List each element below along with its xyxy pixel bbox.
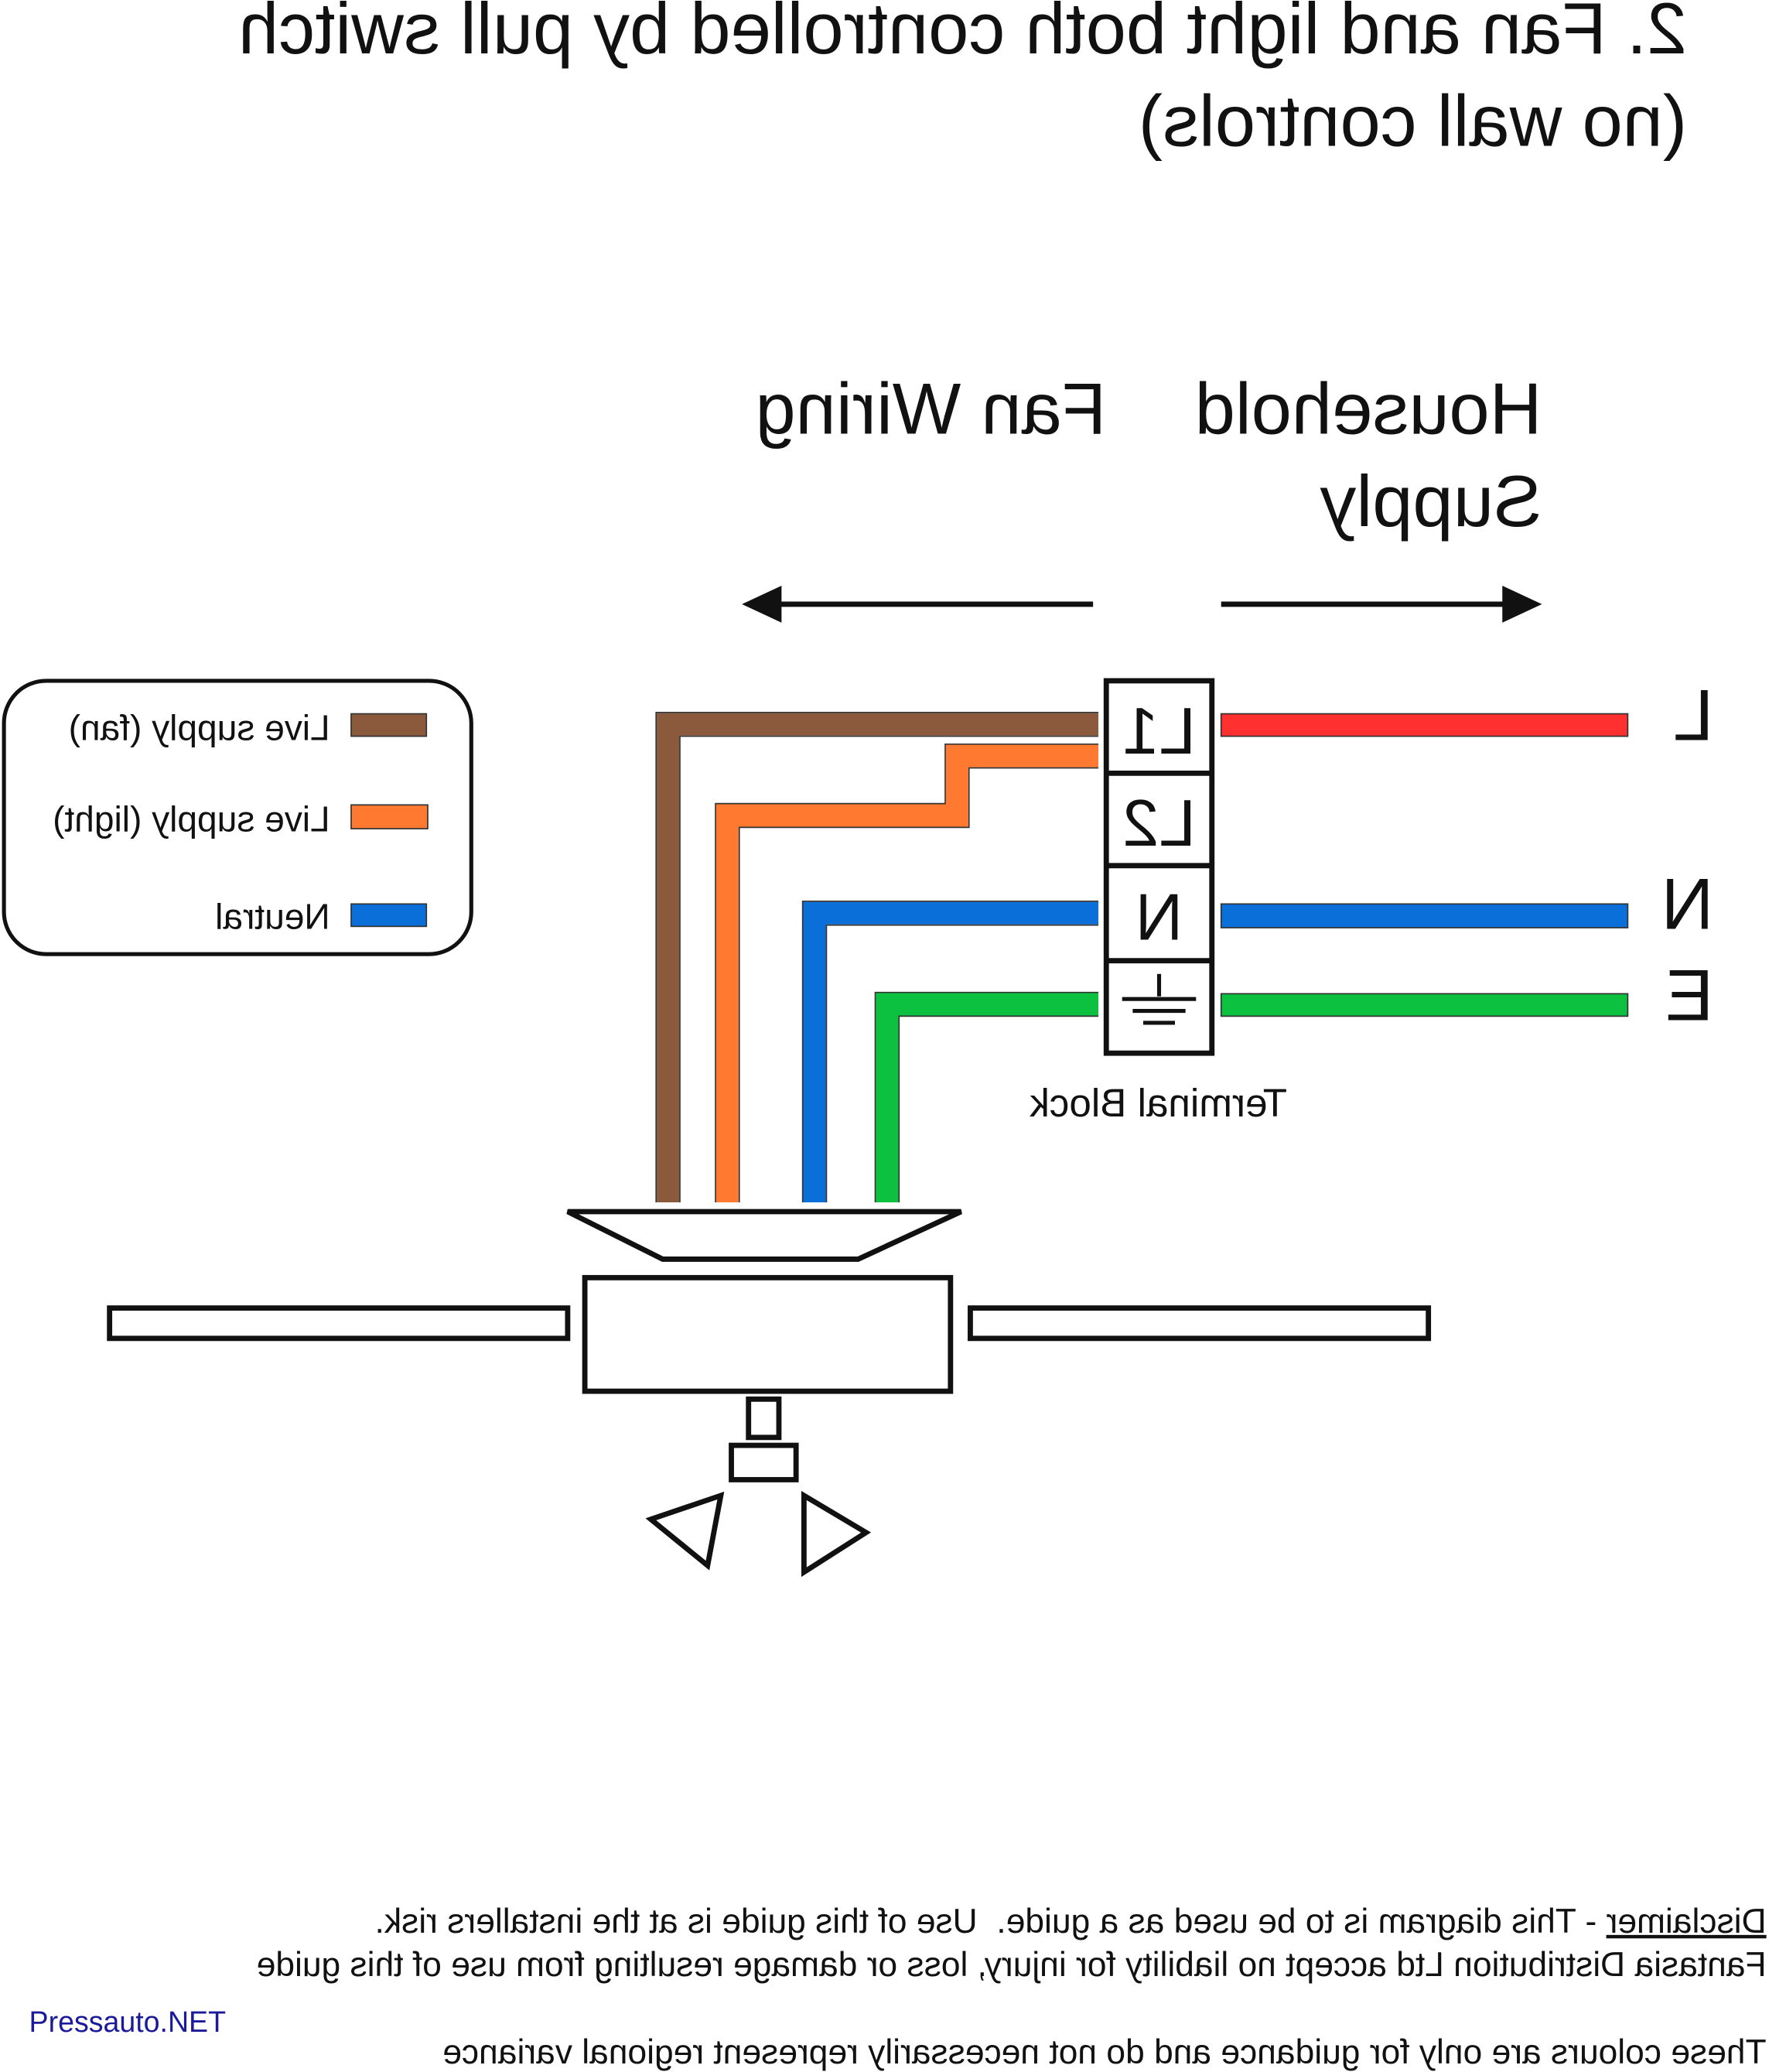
legend-swatch-fan (350, 713, 428, 737)
terminal-block: L1 L2 N (1103, 678, 1215, 1056)
terminal-l1: L1 (1122, 695, 1196, 768)
title-line2: (no wall controls) (1139, 80, 1687, 162)
legend-swatch-light (350, 804, 429, 829)
wire-fan-live (657, 713, 1098, 1203)
terminal-n: N (1136, 880, 1183, 954)
supply-label-n: N (1661, 863, 1714, 945)
disclaimer-line2: Fantasia Distribution Ltd accept no liab… (257, 1946, 1767, 1984)
ceiling-fan-icon (107, 1209, 1432, 1578)
fan-wiring-heading: Fan Wiring (755, 368, 1106, 450)
legend-label-neutral: Neutral (215, 897, 330, 937)
wire-earth-fan (876, 993, 1098, 1203)
terminal-block-label: Terminal Block (1030, 1081, 1287, 1125)
wire-supply-live (1220, 713, 1629, 737)
arrow-right-icon (1221, 586, 1542, 623)
household-supply-heading-2: Supply (1320, 460, 1542, 542)
disclaimer-word: Disclaimer (1606, 1903, 1766, 1940)
legend-label-fan: Live supply (fan) (69, 708, 330, 748)
terminal-l2: L2 (1122, 787, 1196, 860)
fan-blade-right (968, 1305, 1432, 1342)
earth-ground-icon (1122, 973, 1197, 1025)
disclaimer-line1: Disclaimer - This diagram is to be used … (375, 1903, 1767, 1940)
fan-light-fitting (729, 1442, 799, 1482)
legend-swatch-neutral (350, 903, 428, 928)
legend-label-light: Live supply (light) (53, 798, 330, 839)
fan-body (582, 1274, 954, 1394)
supply-label-e: E (1665, 955, 1714, 1036)
fan-light-left (645, 1491, 725, 1571)
fan-canopy (566, 1209, 962, 1262)
fan-blade-left (107, 1305, 571, 1342)
title-line1: 2. Fan and light both controlled by pull… (238, 0, 1687, 69)
arrow-left-icon (742, 586, 1094, 623)
wire-light-live (715, 744, 1098, 1203)
household-supply-heading: Household (1195, 368, 1542, 450)
supply-label-l: L (1673, 675, 1713, 756)
wire-neutral-fan (803, 901, 1098, 1203)
legend: Live supply (fan) Live supply (light) Ne… (2, 679, 473, 956)
disclaimer-line3: These colours are only for guidance and … (442, 2033, 1766, 2071)
wire-supply-neutral (1220, 903, 1629, 928)
disclaimer-rest: - This diagram is to be used as a guide.… (375, 1903, 1607, 1940)
fan-stem (746, 1396, 782, 1441)
watermark: Pressauto.NET (29, 2005, 227, 2038)
wire-supply-earth (1220, 993, 1629, 1017)
fan-light-right (801, 1490, 872, 1578)
